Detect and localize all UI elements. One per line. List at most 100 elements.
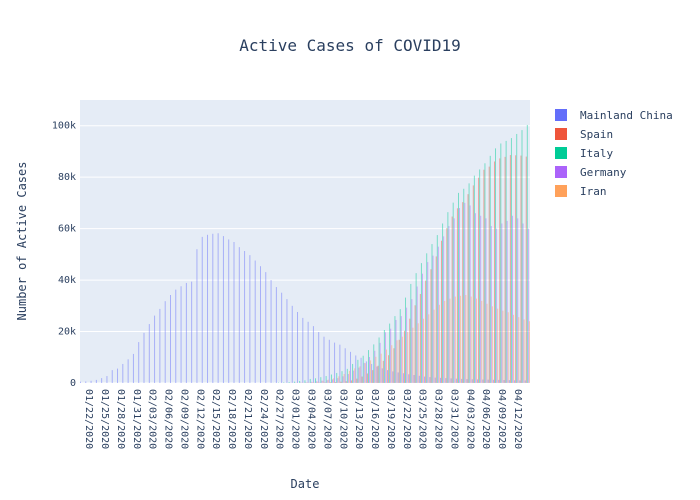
bar [496, 228, 498, 383]
bar [431, 244, 433, 383]
x-tick-label: 04/03/2020 [464, 389, 475, 449]
x-tick-label: 02/15/2020 [210, 389, 221, 449]
x-axis-title: Date [291, 477, 320, 491]
bar [265, 272, 267, 383]
bar [422, 273, 423, 383]
bar [389, 323, 391, 383]
x-tick-label: 01/22/2020 [83, 389, 94, 449]
bar [482, 379, 484, 383]
bar [306, 382, 308, 383]
bar [212, 233, 214, 383]
legend-label: Germany [580, 166, 627, 179]
bar [508, 380, 510, 383]
bar [459, 208, 461, 383]
bar [437, 246, 439, 383]
bar [342, 376, 344, 383]
bar [378, 337, 380, 383]
bar [117, 368, 119, 383]
bar [370, 360, 372, 383]
bar [500, 143, 502, 383]
bar [408, 374, 410, 383]
bar [495, 148, 497, 383]
bar [440, 377, 441, 383]
bar [504, 156, 506, 383]
bar [469, 205, 471, 383]
bar [352, 363, 354, 383]
bar [356, 378, 358, 383]
legend-label: Iran [580, 185, 607, 198]
bar [416, 286, 418, 383]
bar [159, 308, 161, 383]
bar [526, 124, 528, 384]
bar [515, 155, 517, 383]
bar [426, 253, 428, 383]
bar [418, 375, 420, 383]
bar [207, 234, 209, 383]
bar [377, 365, 379, 383]
bar [323, 336, 325, 383]
x-tick-label: 03/25/2020 [417, 389, 428, 449]
bar [180, 286, 182, 383]
bar [428, 314, 430, 383]
bar [510, 138, 512, 383]
bar [95, 379, 97, 383]
bar [307, 321, 309, 383]
bar [228, 239, 230, 383]
bar [299, 380, 301, 383]
y-tick-label: 40k [58, 275, 76, 286]
bar [309, 378, 311, 383]
legend-swatch [555, 109, 567, 121]
bar [170, 295, 171, 383]
bar [414, 305, 416, 383]
bar [490, 226, 492, 383]
bar [520, 155, 522, 383]
bar [344, 348, 346, 383]
bar [525, 156, 527, 383]
bar [420, 263, 422, 383]
bar [410, 283, 412, 383]
bar [122, 363, 124, 383]
bar [456, 208, 458, 383]
x-tick-label: 04/12/2020 [512, 389, 523, 449]
x-tick-label: 01/28/2020 [115, 389, 126, 449]
bar [328, 339, 330, 383]
bar [233, 242, 235, 383]
bar [316, 381, 318, 383]
bar [434, 377, 436, 383]
bar [409, 318, 411, 383]
bar [480, 215, 482, 383]
bar [519, 380, 521, 383]
bar [477, 379, 479, 383]
x-tick-label: 03/10/2020 [337, 389, 348, 449]
bar [368, 350, 369, 383]
bar [468, 183, 470, 383]
bar [499, 158, 501, 383]
bar [479, 169, 481, 383]
bar [321, 380, 323, 383]
bar [447, 212, 449, 383]
bar [517, 218, 519, 383]
bar [365, 361, 367, 383]
x-tick-label: 03/22/2020 [401, 389, 412, 449]
bar [244, 251, 246, 383]
chart-title: Active Cases of COVID19 [239, 36, 461, 55]
bar [406, 307, 408, 383]
bar [372, 370, 374, 383]
bar [413, 375, 415, 383]
bar [433, 309, 435, 383]
bar [401, 336, 403, 383]
bar [399, 309, 401, 383]
bar [430, 269, 432, 383]
y-axis-title: Number of Active Cases [15, 162, 29, 321]
bar [458, 192, 459, 383]
legend-swatch [555, 166, 567, 178]
bar [353, 370, 355, 383]
bar [503, 380, 505, 383]
bar [454, 296, 456, 383]
bar [355, 355, 357, 383]
x-tick-label: 03/07/2020 [321, 389, 332, 449]
x-tick-label: 03/01/2020 [290, 389, 301, 449]
bar [487, 379, 489, 383]
bar [315, 378, 317, 383]
bar [392, 371, 394, 383]
